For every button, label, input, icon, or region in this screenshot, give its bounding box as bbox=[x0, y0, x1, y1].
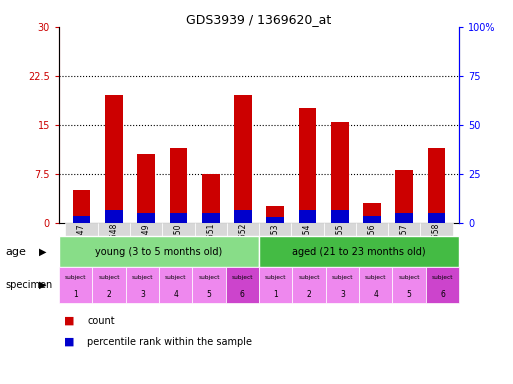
Bar bbox=[169, 148, 187, 223]
Bar bbox=[299, 109, 317, 223]
Text: GSM604554: GSM604554 bbox=[303, 223, 312, 270]
FancyBboxPatch shape bbox=[92, 267, 126, 303]
Text: 1: 1 bbox=[73, 290, 78, 299]
Text: subject: subject bbox=[199, 275, 220, 280]
FancyBboxPatch shape bbox=[259, 267, 292, 303]
Text: GSM604555: GSM604555 bbox=[335, 223, 344, 270]
Text: GSM604549: GSM604549 bbox=[142, 223, 151, 270]
Text: ▶: ▶ bbox=[38, 280, 46, 290]
Text: subject: subject bbox=[299, 275, 320, 280]
FancyBboxPatch shape bbox=[59, 236, 259, 267]
FancyBboxPatch shape bbox=[259, 236, 459, 267]
Bar bbox=[202, 174, 220, 223]
Text: GSM604557: GSM604557 bbox=[400, 223, 409, 270]
Text: GSM604558: GSM604558 bbox=[432, 223, 441, 270]
FancyBboxPatch shape bbox=[227, 223, 259, 236]
Text: specimen: specimen bbox=[5, 280, 52, 290]
Bar bbox=[331, 121, 349, 223]
FancyBboxPatch shape bbox=[97, 223, 130, 236]
Text: GSM604552: GSM604552 bbox=[239, 223, 247, 270]
Text: 4: 4 bbox=[173, 290, 178, 299]
FancyBboxPatch shape bbox=[126, 267, 159, 303]
Bar bbox=[363, 216, 381, 223]
Bar bbox=[331, 210, 349, 223]
Text: 2: 2 bbox=[107, 290, 111, 299]
Text: GSM604547: GSM604547 bbox=[77, 223, 86, 270]
Text: 3: 3 bbox=[340, 290, 345, 299]
Text: GSM604550: GSM604550 bbox=[174, 223, 183, 270]
FancyBboxPatch shape bbox=[291, 223, 324, 236]
FancyBboxPatch shape bbox=[194, 223, 227, 236]
Bar bbox=[169, 213, 187, 223]
Text: GSM604551: GSM604551 bbox=[206, 223, 215, 270]
FancyBboxPatch shape bbox=[259, 223, 291, 236]
Bar bbox=[234, 210, 252, 223]
Bar bbox=[137, 213, 155, 223]
Bar bbox=[363, 203, 381, 223]
Bar bbox=[73, 190, 90, 223]
Text: subject: subject bbox=[332, 275, 353, 280]
FancyBboxPatch shape bbox=[66, 223, 97, 236]
Text: 3: 3 bbox=[140, 290, 145, 299]
Text: GSM604553: GSM604553 bbox=[271, 223, 280, 270]
FancyBboxPatch shape bbox=[292, 267, 326, 303]
Bar bbox=[428, 213, 445, 223]
Bar bbox=[234, 95, 252, 223]
Text: 2: 2 bbox=[307, 290, 311, 299]
Bar bbox=[202, 213, 220, 223]
FancyBboxPatch shape bbox=[324, 223, 356, 236]
Text: age: age bbox=[5, 247, 26, 257]
Text: 5: 5 bbox=[407, 290, 411, 299]
FancyBboxPatch shape bbox=[392, 267, 426, 303]
Bar bbox=[105, 210, 123, 223]
Text: ▶: ▶ bbox=[38, 247, 46, 257]
Text: GSM604556: GSM604556 bbox=[367, 223, 377, 270]
Bar bbox=[137, 154, 155, 223]
Text: aged (21 to 23 months old): aged (21 to 23 months old) bbox=[292, 247, 426, 257]
Title: GDS3939 / 1369620_at: GDS3939 / 1369620_at bbox=[186, 13, 332, 26]
Text: subject: subject bbox=[365, 275, 386, 280]
Text: subject: subject bbox=[65, 275, 86, 280]
Text: subject: subject bbox=[265, 275, 286, 280]
FancyBboxPatch shape bbox=[426, 267, 459, 303]
Bar bbox=[266, 207, 284, 223]
Text: subject: subject bbox=[98, 275, 120, 280]
Text: 5: 5 bbox=[207, 290, 211, 299]
Text: 4: 4 bbox=[373, 290, 378, 299]
Text: 6: 6 bbox=[440, 290, 445, 299]
Bar bbox=[396, 170, 413, 223]
Text: 1: 1 bbox=[273, 290, 278, 299]
Bar bbox=[266, 217, 284, 223]
Text: subject: subject bbox=[432, 275, 453, 280]
Bar bbox=[396, 213, 413, 223]
FancyBboxPatch shape bbox=[359, 267, 392, 303]
FancyBboxPatch shape bbox=[421, 223, 452, 236]
FancyBboxPatch shape bbox=[192, 267, 226, 303]
FancyBboxPatch shape bbox=[388, 223, 421, 236]
FancyBboxPatch shape bbox=[326, 267, 359, 303]
Text: young (3 to 5 months old): young (3 to 5 months old) bbox=[95, 247, 223, 257]
Text: subject: subject bbox=[399, 275, 420, 280]
Text: subject: subject bbox=[165, 275, 186, 280]
Text: subject: subject bbox=[232, 275, 253, 280]
Text: GSM604548: GSM604548 bbox=[109, 223, 119, 270]
FancyBboxPatch shape bbox=[226, 267, 259, 303]
Bar bbox=[299, 210, 317, 223]
FancyBboxPatch shape bbox=[159, 267, 192, 303]
Text: 6: 6 bbox=[240, 290, 245, 299]
Bar bbox=[105, 95, 123, 223]
Text: count: count bbox=[87, 316, 115, 326]
Text: subject: subject bbox=[132, 275, 153, 280]
FancyBboxPatch shape bbox=[59, 267, 92, 303]
Bar bbox=[73, 216, 90, 223]
FancyBboxPatch shape bbox=[162, 223, 194, 236]
FancyBboxPatch shape bbox=[130, 223, 162, 236]
Text: ■: ■ bbox=[64, 316, 74, 326]
Text: ■: ■ bbox=[64, 337, 74, 347]
Text: percentile rank within the sample: percentile rank within the sample bbox=[87, 337, 252, 347]
FancyBboxPatch shape bbox=[356, 223, 388, 236]
Bar bbox=[428, 148, 445, 223]
